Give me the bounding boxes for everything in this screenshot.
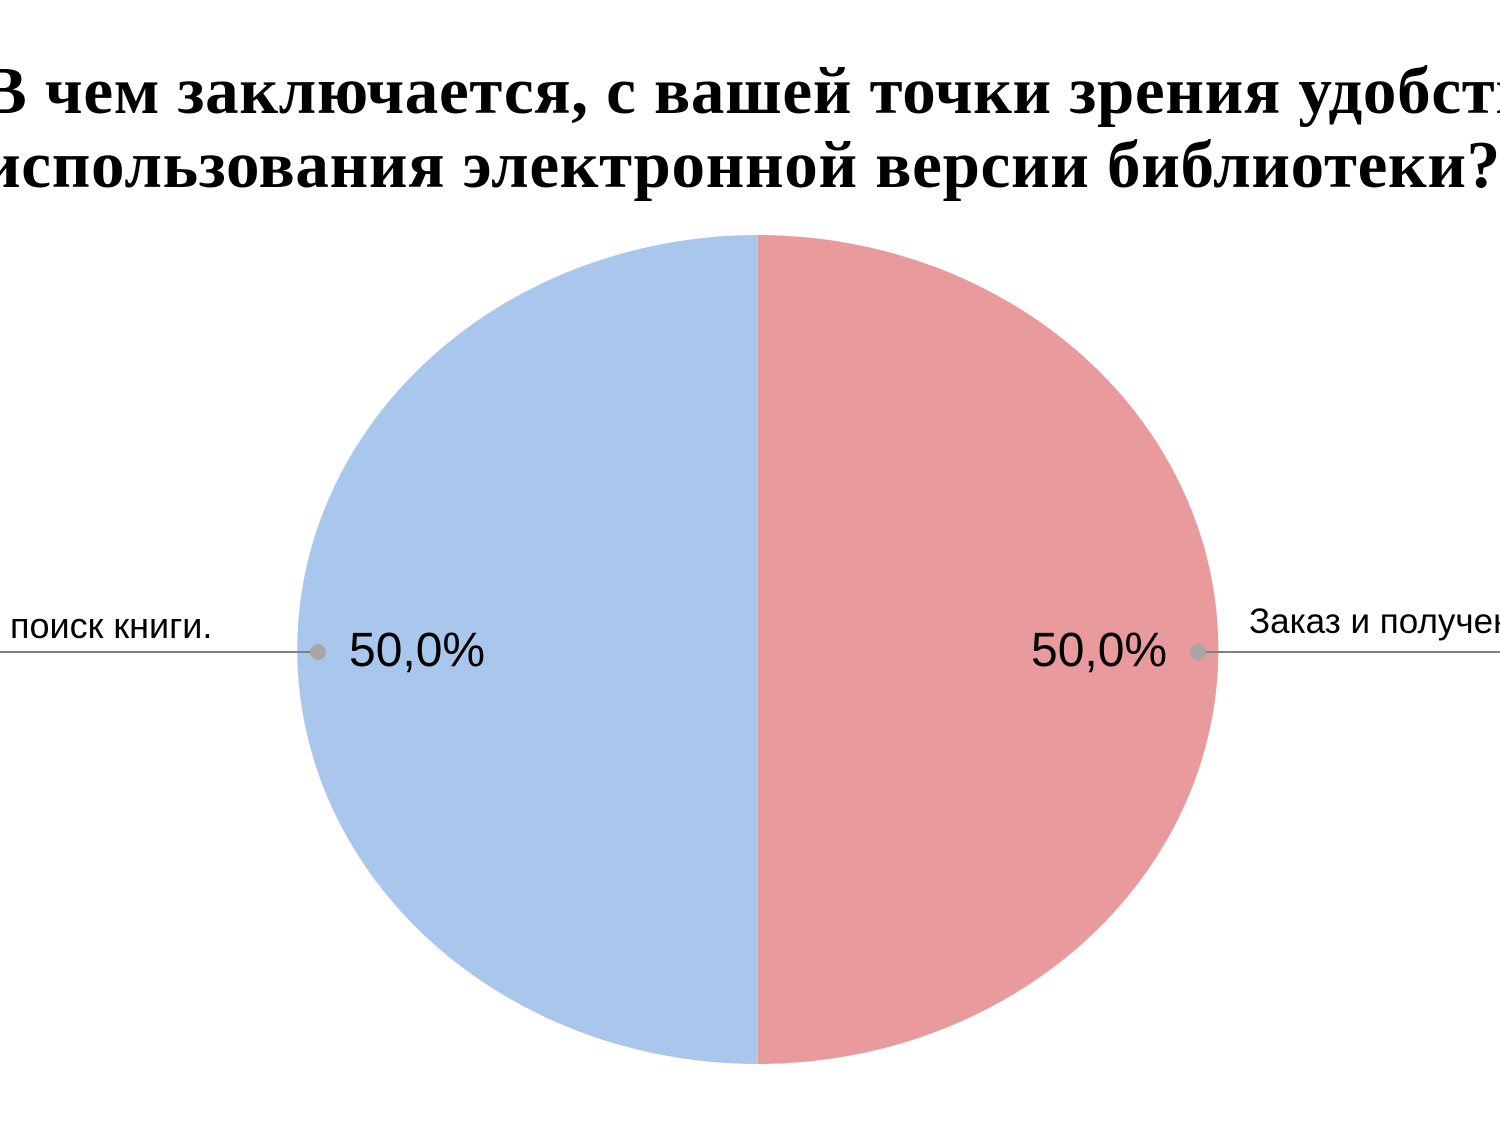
svg-text:Заказ и получение книги на дом: Заказ и получение книги на дом. — [1249, 602, 1500, 641]
svg-text:Быстрый поиск книги.: Быстрый поиск книги. — [0, 605, 212, 646]
svg-text:50,0%: 50,0% — [1031, 624, 1167, 677]
svg-text:50,0%: 50,0% — [349, 624, 485, 677]
